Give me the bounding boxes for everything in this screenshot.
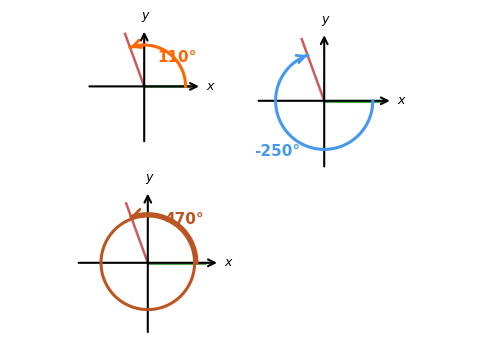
Text: $y$: $y$ xyxy=(141,10,151,24)
Text: 110°: 110° xyxy=(157,50,196,65)
Text: $x$: $x$ xyxy=(206,80,216,93)
Text: -250°: -250° xyxy=(254,144,300,159)
Text: $x$: $x$ xyxy=(397,94,407,107)
Text: $y$: $y$ xyxy=(145,172,154,186)
Text: $x$: $x$ xyxy=(224,256,234,269)
Text: $y$: $y$ xyxy=(321,14,331,28)
Text: 470°: 470° xyxy=(164,212,204,227)
